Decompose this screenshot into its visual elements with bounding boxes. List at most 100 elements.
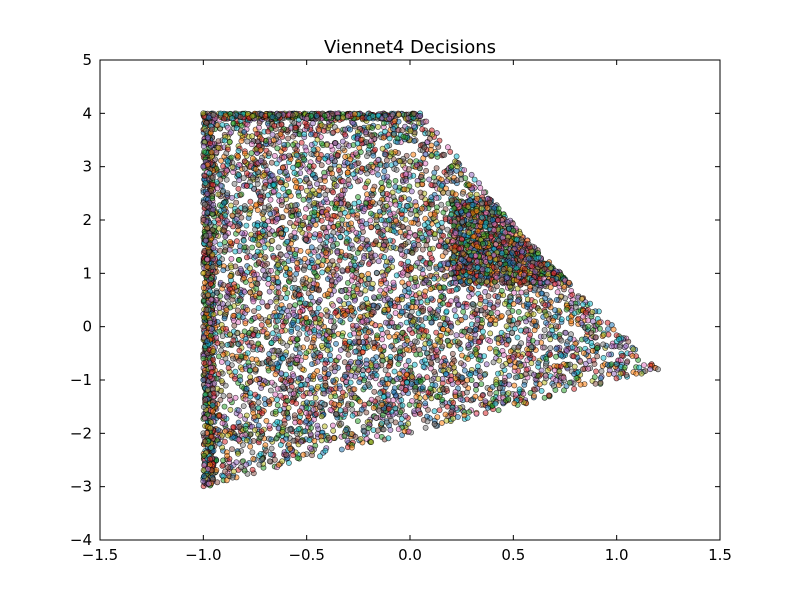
scatter-point (396, 370, 403, 377)
scatter-point (224, 124, 231, 131)
scatter-point (410, 151, 417, 158)
scatter-point (573, 375, 580, 382)
scatter-point (617, 357, 624, 364)
scatter-point (568, 318, 574, 325)
scatter-point (243, 254, 250, 261)
scatter-point (383, 375, 390, 382)
scatter-point (330, 302, 336, 309)
scatter-point (386, 405, 392, 412)
scatter-point (323, 196, 329, 202)
scatter-point (392, 177, 399, 184)
scatter-point (494, 293, 501, 300)
scatter-point (255, 124, 262, 131)
scatter-point (468, 285, 474, 292)
scatter-point (223, 477, 230, 484)
scatter-point (250, 174, 256, 181)
scatter-point (624, 358, 631, 365)
scatter-point (289, 207, 296, 214)
scatter-point (295, 375, 302, 382)
scatter-point (294, 356, 300, 363)
scatter-point (229, 446, 235, 452)
scatter-point (311, 264, 317, 271)
scatter-point (443, 417, 450, 424)
scatter-point (571, 385, 577, 392)
scatter-point (256, 234, 263, 241)
scatter-point (343, 294, 350, 301)
scatter-point (405, 258, 411, 265)
scatter-point (426, 176, 432, 183)
scatter-point (297, 247, 304, 254)
scatter-point (308, 257, 315, 263)
scatter-point (518, 362, 524, 369)
scatter-point (466, 409, 473, 415)
scatter-point (390, 388, 397, 395)
scatter-point (321, 423, 328, 430)
scatter-point (513, 391, 519, 398)
scatter-point (358, 406, 365, 413)
scatter-point (228, 129, 234, 136)
scatter-point (363, 295, 370, 302)
scatter-point (342, 153, 349, 160)
scatter-point (410, 344, 417, 351)
scatter-point (271, 231, 278, 238)
scatter-point (418, 326, 425, 333)
scatter-point (341, 209, 348, 216)
scatter-point (417, 189, 424, 196)
scatter-point (311, 249, 317, 255)
scatter-point (284, 203, 291, 210)
scatter-point (594, 353, 601, 360)
scatter-point (377, 199, 383, 206)
scatter-point (443, 243, 449, 250)
scatter-point (358, 136, 364, 143)
scatter-point (261, 244, 268, 251)
scatter-point (310, 217, 317, 224)
scatter-point (312, 231, 319, 238)
scatter-point (578, 295, 585, 302)
scatter-point (488, 310, 495, 317)
scatter-point (251, 308, 257, 314)
scatter-point (217, 241, 223, 248)
scatter-point (433, 204, 440, 211)
scatter-point (287, 426, 294, 433)
scatter-point (234, 307, 241, 314)
scatter-point (368, 439, 375, 445)
scatter-point (238, 353, 245, 360)
scatter-point (492, 349, 499, 355)
scatter-point (571, 310, 578, 317)
scatter-point (254, 280, 261, 287)
scatter-point (351, 200, 358, 207)
scatter-point (293, 400, 300, 407)
scatter-point (426, 135, 433, 142)
scatter-point (268, 436, 275, 443)
scatter-point (585, 317, 591, 324)
scatter-point (585, 365, 592, 372)
scatter-point (324, 290, 331, 297)
scatter-point (345, 351, 352, 358)
scatter-point (366, 246, 373, 253)
scatter-point (297, 170, 304, 176)
scatter-point (241, 150, 248, 157)
scatter-point (238, 191, 245, 198)
scatter-point (552, 387, 559, 393)
scatter-point (267, 360, 274, 366)
scatter-point (472, 382, 479, 388)
scatter-point (357, 245, 364, 252)
scatter-point (318, 140, 325, 147)
scatter-point (284, 342, 291, 349)
scatter-point (249, 244, 255, 251)
scatter-point (329, 242, 336, 249)
scatter-point (330, 129, 337, 136)
scatter-point (221, 438, 228, 445)
scatter-point (343, 238, 350, 245)
scatter-point (263, 447, 269, 454)
scatter-point (354, 249, 361, 256)
scatter-point (327, 165, 334, 172)
scatter-point (392, 183, 399, 190)
scatter-point (235, 171, 242, 178)
scatter-point (415, 310, 422, 317)
scatter-point (390, 125, 396, 132)
scatter-point (267, 196, 274, 203)
scatter-point (240, 403, 247, 409)
scatter-point (543, 355, 550, 362)
scatter-point (422, 151, 429, 158)
